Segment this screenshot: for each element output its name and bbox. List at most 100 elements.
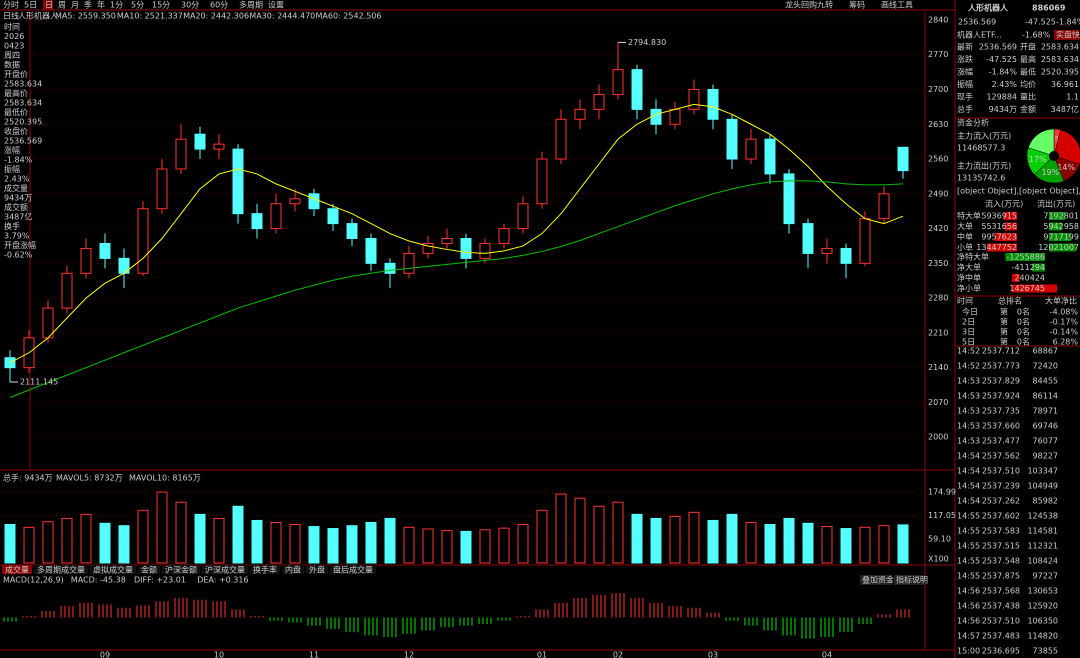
- trade-price: 2537.602: [982, 512, 1020, 521]
- candle-body: [650, 108, 662, 125]
- tab[interactable]: 多周期成交量: [37, 565, 85, 575]
- tab[interactable]: 沪深金额: [165, 565, 197, 575]
- rank-cell: 2日: [962, 318, 975, 327]
- annotation: 2111.145: [20, 378, 58, 387]
- trade-volume: 78971: [1033, 407, 1058, 416]
- trade-volume: 84455: [1033, 377, 1058, 386]
- ma-label: MA30: 2444.470: [249, 12, 315, 21]
- y-tick-label: 2420: [928, 224, 948, 233]
- candle-body: [726, 118, 738, 160]
- toolbar-button[interactable]: 分时: [3, 0, 19, 10]
- volume-legend: 总手: 9434万: [3, 473, 53, 483]
- volume-bar: [859, 526, 871, 564]
- candle-body: [194, 133, 206, 150]
- ma-label: MA20: 2442.306: [183, 12, 249, 21]
- y-tick-label: 2770: [928, 50, 948, 59]
- volume-bar: [688, 511, 700, 564]
- tool-button[interactable]: 九转: [817, 0, 833, 10]
- x-tick-label: 01: [537, 651, 547, 658]
- toolbar-button[interactable]: 月: [71, 1, 79, 10]
- button[interactable]: 叠加资金: [862, 575, 894, 585]
- volume-bar: [593, 505, 605, 564]
- trade-price: 2537.510: [982, 467, 1020, 476]
- info-item: 数据: [4, 60, 20, 70]
- toolbar-button[interactable]: 季: [84, 0, 92, 10]
- candle-body: [517, 203, 529, 230]
- toolbar-button[interactable]: 多周期: [239, 0, 263, 10]
- toolbar-button[interactable]: 30分: [181, 1, 199, 10]
- candle-body: [631, 69, 643, 110]
- volume-bar: [536, 509, 548, 564]
- trade-time: 14:52: [957, 362, 980, 371]
- rank-cell: 5日: [962, 338, 975, 347]
- candle-body: [441, 238, 453, 244]
- toolbar-button[interactable]: 5日: [24, 1, 37, 10]
- quote-label: 最高: [1020, 54, 1036, 64]
- pie-slice: [1028, 128, 1055, 157]
- flow-out-bar: [1049, 243, 1076, 252]
- toolbar-button[interactable]: 日: [45, 1, 53, 10]
- volume-bar: [726, 513, 738, 564]
- info-item: -0.62%: [4, 251, 33, 260]
- net-bar: [1012, 274, 1020, 282]
- tab[interactable]: 金额: [141, 565, 157, 575]
- flow-out: 7192801: [1043, 212, 1079, 221]
- toolbar-button[interactable]: 60分: [210, 1, 228, 10]
- trade-price: 2537.875: [982, 572, 1020, 581]
- tab[interactable]: 换手率: [253, 565, 277, 575]
- candle-body: [403, 252, 415, 274]
- net-value: -411294: [1012, 263, 1045, 272]
- volume-bar: [878, 525, 890, 564]
- toolbar-button[interactable]: 周: [58, 1, 66, 10]
- fund-label: 主力流入(万元): [957, 131, 1011, 141]
- info-item: 最低价: [4, 107, 28, 117]
- tool-button[interactable]: 龙头回购: [785, 0, 817, 10]
- candle-body: [308, 193, 320, 210]
- tab[interactable]: 内盘: [285, 565, 301, 575]
- trade-time: 14:55: [957, 512, 980, 521]
- toolbar-button[interactable]: 5分: [131, 1, 144, 10]
- tab[interactable]: 盘后成交量: [333, 565, 373, 575]
- y-tick-label: 2490: [928, 189, 948, 198]
- trade-volume: 114820: [1027, 632, 1058, 641]
- period-label: 日线: [3, 11, 19, 21]
- etf-pct: -1.68%: [1022, 31, 1051, 40]
- candle-body: [99, 242, 111, 259]
- tag[interactable]: 实盘快: [1056, 30, 1080, 40]
- tab[interactable]: 外盘: [309, 565, 325, 575]
- volume-bar: [707, 519, 719, 564]
- volume-bar: [156, 491, 168, 564]
- candle-body: [289, 198, 301, 205]
- volume-bar: [764, 524, 776, 564]
- tool-button[interactable]: 画线工具: [881, 0, 913, 10]
- flow-out-bar: [1049, 222, 1063, 231]
- toolbar-button[interactable]: 设置: [268, 0, 284, 10]
- trade-price: 2537.510: [982, 617, 1020, 626]
- rank-cell: 0名: [1017, 327, 1030, 337]
- volume-bar: [479, 529, 491, 564]
- quote-value: 36.961: [1051, 80, 1079, 89]
- tab[interactable]: 成交量: [5, 565, 29, 575]
- toolbar-button[interactable]: 15分: [152, 1, 170, 10]
- tab[interactable]: 虚拟成交量: [93, 565, 133, 575]
- volume-bar: [555, 493, 567, 564]
- quote-label: 涨幅: [957, 67, 973, 77]
- tool-button[interactable]: 筹码: [849, 0, 865, 10]
- volume-bar: [631, 513, 643, 564]
- info-item: -1.84%: [4, 156, 33, 165]
- fund-value: 11468577.3: [957, 144, 1005, 153]
- candle-body: [897, 146, 909, 172]
- toolbar-button[interactable]: 1分: [110, 1, 123, 10]
- tab-bg: [282, 565, 304, 574]
- button[interactable]: 指标说明: [896, 575, 928, 585]
- tab[interactable]: 沪深成交量: [205, 565, 245, 575]
- quote-label: 最新: [957, 42, 973, 52]
- stock-name: 人形机器人: [968, 3, 1009, 13]
- candle-body: [859, 218, 871, 264]
- info-item: 3.79%: [4, 232, 30, 241]
- quote-value: 2583.634: [1041, 43, 1079, 52]
- volume-bar: [4, 524, 16, 564]
- toolbar-button[interactable]: 年: [97, 0, 105, 10]
- volume-bar: [650, 517, 662, 564]
- volume-bar: [80, 513, 92, 564]
